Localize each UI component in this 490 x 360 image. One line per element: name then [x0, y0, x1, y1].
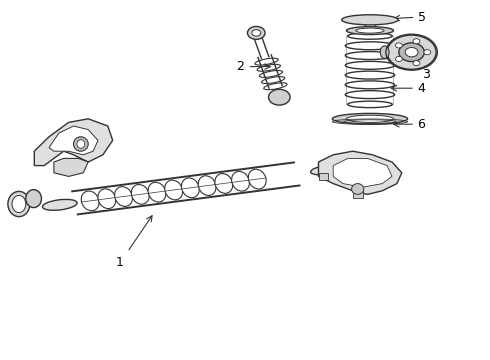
Ellipse shape — [380, 46, 389, 59]
Text: 4: 4 — [417, 82, 425, 95]
Ellipse shape — [98, 189, 116, 208]
Ellipse shape — [342, 15, 398, 25]
Text: 1: 1 — [116, 256, 124, 269]
Circle shape — [252, 30, 261, 36]
Circle shape — [424, 50, 431, 55]
Polygon shape — [318, 151, 402, 194]
Ellipse shape — [26, 190, 42, 208]
Circle shape — [247, 26, 265, 39]
Ellipse shape — [115, 187, 132, 206]
Ellipse shape — [232, 171, 249, 191]
Polygon shape — [54, 158, 88, 176]
Polygon shape — [34, 119, 113, 166]
Ellipse shape — [74, 137, 88, 151]
Ellipse shape — [198, 176, 216, 195]
Ellipse shape — [8, 192, 30, 217]
Circle shape — [413, 39, 420, 44]
Ellipse shape — [81, 191, 99, 211]
Ellipse shape — [77, 140, 85, 148]
Ellipse shape — [356, 28, 384, 33]
Circle shape — [395, 43, 402, 48]
FancyBboxPatch shape — [353, 191, 363, 198]
Text: 2: 2 — [236, 60, 244, 73]
Ellipse shape — [148, 182, 166, 202]
Ellipse shape — [346, 27, 393, 35]
Ellipse shape — [248, 169, 266, 189]
Circle shape — [405, 48, 418, 57]
Ellipse shape — [311, 165, 343, 175]
Polygon shape — [333, 158, 392, 187]
Circle shape — [395, 57, 402, 62]
Text: 6: 6 — [417, 118, 425, 131]
Ellipse shape — [131, 184, 149, 204]
Circle shape — [399, 43, 424, 62]
Ellipse shape — [346, 115, 393, 122]
Ellipse shape — [43, 199, 77, 210]
Ellipse shape — [181, 178, 199, 198]
Ellipse shape — [387, 35, 436, 69]
Text: 5: 5 — [418, 11, 426, 24]
Circle shape — [269, 89, 290, 105]
Ellipse shape — [165, 180, 183, 200]
Text: 3: 3 — [422, 68, 430, 81]
Polygon shape — [49, 126, 98, 155]
Ellipse shape — [352, 184, 364, 194]
Ellipse shape — [12, 195, 26, 213]
FancyBboxPatch shape — [318, 173, 328, 180]
Ellipse shape — [332, 113, 408, 124]
Circle shape — [413, 60, 420, 66]
Ellipse shape — [215, 174, 233, 193]
